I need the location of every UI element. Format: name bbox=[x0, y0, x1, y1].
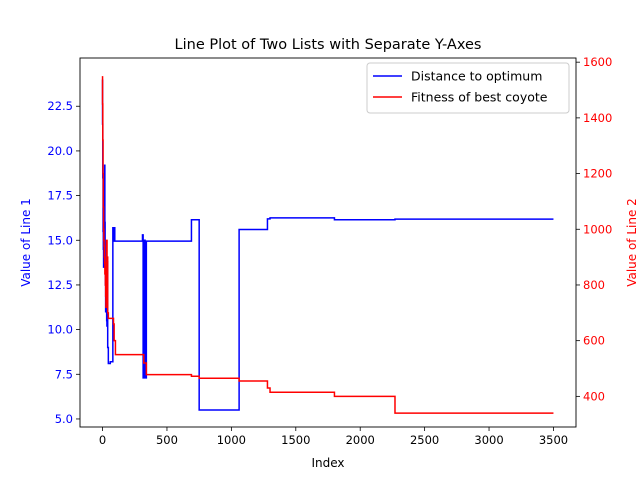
legend-label-distance: Distance to optimum bbox=[411, 69, 542, 84]
x-tick-label: 500 bbox=[156, 433, 178, 447]
left-y-tick-label: 7.5 bbox=[55, 367, 73, 381]
right-y-tick-label: 1200 bbox=[583, 167, 612, 181]
left-y-tick-label: 22.5 bbox=[47, 99, 73, 113]
left-axis-label: Value of Line 1 bbox=[19, 198, 33, 287]
series-layer bbox=[101, 76, 554, 414]
series-line-fitness bbox=[101, 76, 554, 414]
legend-box bbox=[366, 62, 570, 114]
legend: Distance to optimum Fitness of best coyo… bbox=[366, 62, 570, 114]
left-y-tick-label: 20.0 bbox=[47, 144, 73, 158]
right-y-tick-label: 400 bbox=[583, 389, 605, 403]
right-y-tick-label: 800 bbox=[583, 278, 605, 292]
axes-layer: 0 500 1000 1500 2000 2500 3000 3500 5.0 7.5 10.0 12… bbox=[47, 55, 612, 447]
right-y-tick-label: 1000 bbox=[583, 222, 612, 236]
left-y-tick-label: 10.0 bbox=[47, 323, 73, 337]
x-tick-label: 1000 bbox=[217, 433, 246, 447]
x-tick-label: 1500 bbox=[281, 433, 310, 447]
x-tick-label: 2000 bbox=[346, 433, 375, 447]
chart-title: Line Plot of Two Lists with Separate Y-A… bbox=[175, 37, 482, 53]
right-axis-label: Value of Line 2 bbox=[625, 198, 639, 287]
legend-label-fitness: Fitness of best coyote bbox=[411, 90, 548, 105]
left-y-tick-label: 17.5 bbox=[47, 189, 73, 203]
x-tick-label: 3000 bbox=[474, 433, 503, 447]
left-y-tick-label: 15.0 bbox=[47, 233, 73, 247]
left-y-tick-label: 5.0 bbox=[55, 412, 73, 426]
x-tick-label: 2500 bbox=[410, 433, 439, 447]
right-y-tick-label: 1400 bbox=[583, 111, 612, 125]
x-tick-label: 3500 bbox=[539, 433, 568, 447]
x-tick-label: 0 bbox=[99, 433, 106, 447]
x-axis-label: Index bbox=[311, 456, 344, 470]
plot-area bbox=[80, 58, 576, 427]
right-y-tick-label: 600 bbox=[583, 334, 605, 348]
left-y-tick-label: 12.5 bbox=[47, 278, 73, 292]
right-y-tick-label: 1600 bbox=[583, 55, 612, 69]
plot-frame bbox=[79, 57, 577, 428]
